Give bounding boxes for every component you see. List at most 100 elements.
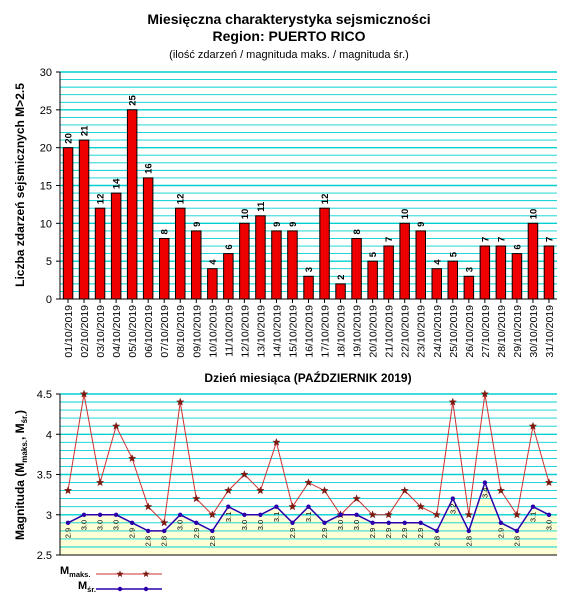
bar bbox=[287, 230, 298, 300]
bar bbox=[447, 260, 458, 300]
avg-magnitude-point bbox=[290, 520, 295, 525]
bar-x-tick-label: 04/10/2019 bbox=[111, 305, 123, 358]
avg-magnitude-label: 2.8 bbox=[512, 536, 521, 546]
bar bbox=[543, 245, 555, 300]
max-magnitude-point bbox=[496, 486, 506, 495]
bar-x-tick-label: 03/10/2019 bbox=[95, 305, 107, 358]
bar-x-tick-label: 12/10/2019 bbox=[239, 305, 251, 358]
avg-magnitude-label: 2.8 bbox=[160, 536, 169, 546]
avg-magnitude-point bbox=[274, 504, 279, 509]
max-magnitude-point bbox=[160, 518, 169, 527]
bar bbox=[142, 177, 154, 300]
legend-max-markers bbox=[116, 570, 150, 578]
bar bbox=[191, 230, 202, 300]
max-magnitude-point bbox=[144, 502, 153, 511]
bar bbox=[415, 230, 426, 300]
avg-magnitude-label: 3.1 bbox=[272, 512, 281, 522]
avg-magnitude-point bbox=[402, 520, 407, 525]
bar-value-label: 3 bbox=[304, 267, 315, 272]
bar-value-label: 5 bbox=[448, 251, 459, 257]
bar-x-tick-label: 17/10/2019 bbox=[320, 305, 332, 358]
svg-text:Mśr.: Mśr. bbox=[78, 580, 96, 594]
max-magnitude-point bbox=[464, 510, 473, 519]
avg-magnitude-point bbox=[338, 512, 343, 517]
avg-magnitude-label: 2.9 bbox=[384, 528, 393, 538]
bar-value-label: 12 bbox=[320, 194, 331, 205]
bar-x-tick-label: 30/10/2019 bbox=[528, 305, 540, 358]
avg-magnitude-label: 3.0 bbox=[545, 520, 554, 530]
bar-x-tick-label: 28/10/2019 bbox=[496, 305, 508, 358]
max-magnitude-point bbox=[448, 397, 457, 406]
legend-dot-icon bbox=[117, 586, 123, 592]
bar-x-tick-label: 25/10/2019 bbox=[448, 305, 460, 358]
avg-magnitude-point bbox=[434, 528, 439, 534]
magnitude-chart-avg-labels: 2.9 3.0 3.0 3.0 2.9 2.8 2.8 3.0 2.9 2.8 3.1 3.0 3.0 3… bbox=[64, 488, 554, 547]
avg-magnitude-point bbox=[386, 520, 391, 525]
avg-magnitude-label: 2.9 bbox=[128, 528, 137, 538]
avg-magnitude-point bbox=[450, 496, 455, 501]
magnitude-y-tick-label: 3 bbox=[46, 510, 52, 522]
bar-chart-grid bbox=[60, 71, 557, 292]
bar bbox=[78, 139, 90, 300]
max-magnitude-point bbox=[63, 486, 73, 495]
bar bbox=[303, 275, 314, 300]
bar bbox=[335, 283, 346, 300]
bar-chart-x-ticks: 01/10/2019 02/10/2019 03/10/2019 04/10/2019… bbox=[63, 299, 556, 358]
avg-magnitude-point bbox=[418, 520, 423, 525]
bar-x-tick-label: 18/10/2019 bbox=[336, 305, 348, 358]
avg-magnitude-label: 2.9 bbox=[416, 528, 425, 538]
avg-area-fill bbox=[60, 482, 557, 555]
avg-magnitude-point bbox=[370, 520, 375, 525]
avg-magnitude-label: 2.9 bbox=[288, 528, 297, 538]
bar-value-label: 9 bbox=[272, 222, 283, 227]
avg-magnitude-point bbox=[354, 512, 359, 517]
bar bbox=[255, 215, 266, 300]
bar bbox=[175, 207, 186, 300]
bar-x-tick-label: 13/10/2019 bbox=[255, 305, 267, 358]
bar-value-label: 4 bbox=[432, 259, 443, 265]
bar-value-label: 25 bbox=[128, 95, 139, 106]
bar bbox=[110, 192, 122, 300]
bar-y-tick-label: 10 bbox=[40, 218, 52, 230]
magnitude-chart-y-ticks: 2.5 3 3.5 4 4.5 bbox=[37, 389, 60, 562]
max-magnitude-point bbox=[352, 494, 361, 503]
legend-avg-markers bbox=[117, 586, 149, 592]
bar-chart-bars bbox=[62, 109, 555, 300]
chart-subtitle: (ilość zdarzeń / magnituda maks. / magni… bbox=[169, 49, 409, 61]
max-magnitude-point bbox=[432, 510, 441, 519]
avg-magnitude-label: 3.0 bbox=[96, 520, 105, 530]
max-magnitude-point bbox=[368, 510, 377, 519]
bar-value-label: 11 bbox=[256, 201, 267, 212]
max-magnitude-point bbox=[544, 478, 554, 487]
avg-magnitude-label: 3.0 bbox=[352, 520, 361, 530]
avg-magnitude-point bbox=[113, 512, 119, 517]
magnitude-y-tick-label: 4 bbox=[46, 429, 52, 441]
avg-magnitude-label: 3.0 bbox=[80, 520, 89, 530]
bar-value-label: 16 bbox=[144, 163, 155, 174]
bar-value-label: 4 bbox=[208, 259, 219, 265]
avg-magnitude-label: 3.0 bbox=[240, 520, 249, 530]
bar-value-label: 7 bbox=[384, 237, 395, 242]
bar-x-tick-label: 01/10/2019 bbox=[63, 305, 75, 358]
avg-magnitude-point bbox=[146, 528, 151, 534]
avg-magnitude-point bbox=[466, 528, 471, 534]
svg-text:Mmaks.: Mmaks. bbox=[60, 565, 90, 579]
avg-magnitude-point bbox=[530, 504, 536, 509]
bar-value-label: 2 bbox=[336, 275, 347, 280]
bar bbox=[479, 245, 491, 300]
chart-title: Miesięczna charakterystyka sejsmiczności bbox=[147, 11, 430, 27]
bar-y-tick-label: 0 bbox=[46, 294, 52, 306]
bar-x-tick-label: 26/10/2019 bbox=[464, 305, 476, 358]
avg-magnitude-point bbox=[514, 528, 520, 534]
bar-x-tick-label: 10/10/2019 bbox=[207, 305, 219, 358]
avg-magnitude-label: 3.2 bbox=[448, 504, 457, 514]
bar-x-tick-label: 09/10/2019 bbox=[191, 305, 203, 358]
max-magnitude-point bbox=[304, 478, 313, 487]
bar-y-tick-label: 25 bbox=[40, 105, 52, 117]
max-magnitude-point bbox=[384, 510, 393, 519]
avg-magnitude-point bbox=[210, 528, 215, 534]
bar-chart-x-label: Dzień miesiąca (PAŹDZIERNIK 2019) bbox=[204, 370, 411, 385]
bar-value-label: 7 bbox=[545, 237, 556, 242]
max-magnitude-point bbox=[480, 389, 490, 398]
